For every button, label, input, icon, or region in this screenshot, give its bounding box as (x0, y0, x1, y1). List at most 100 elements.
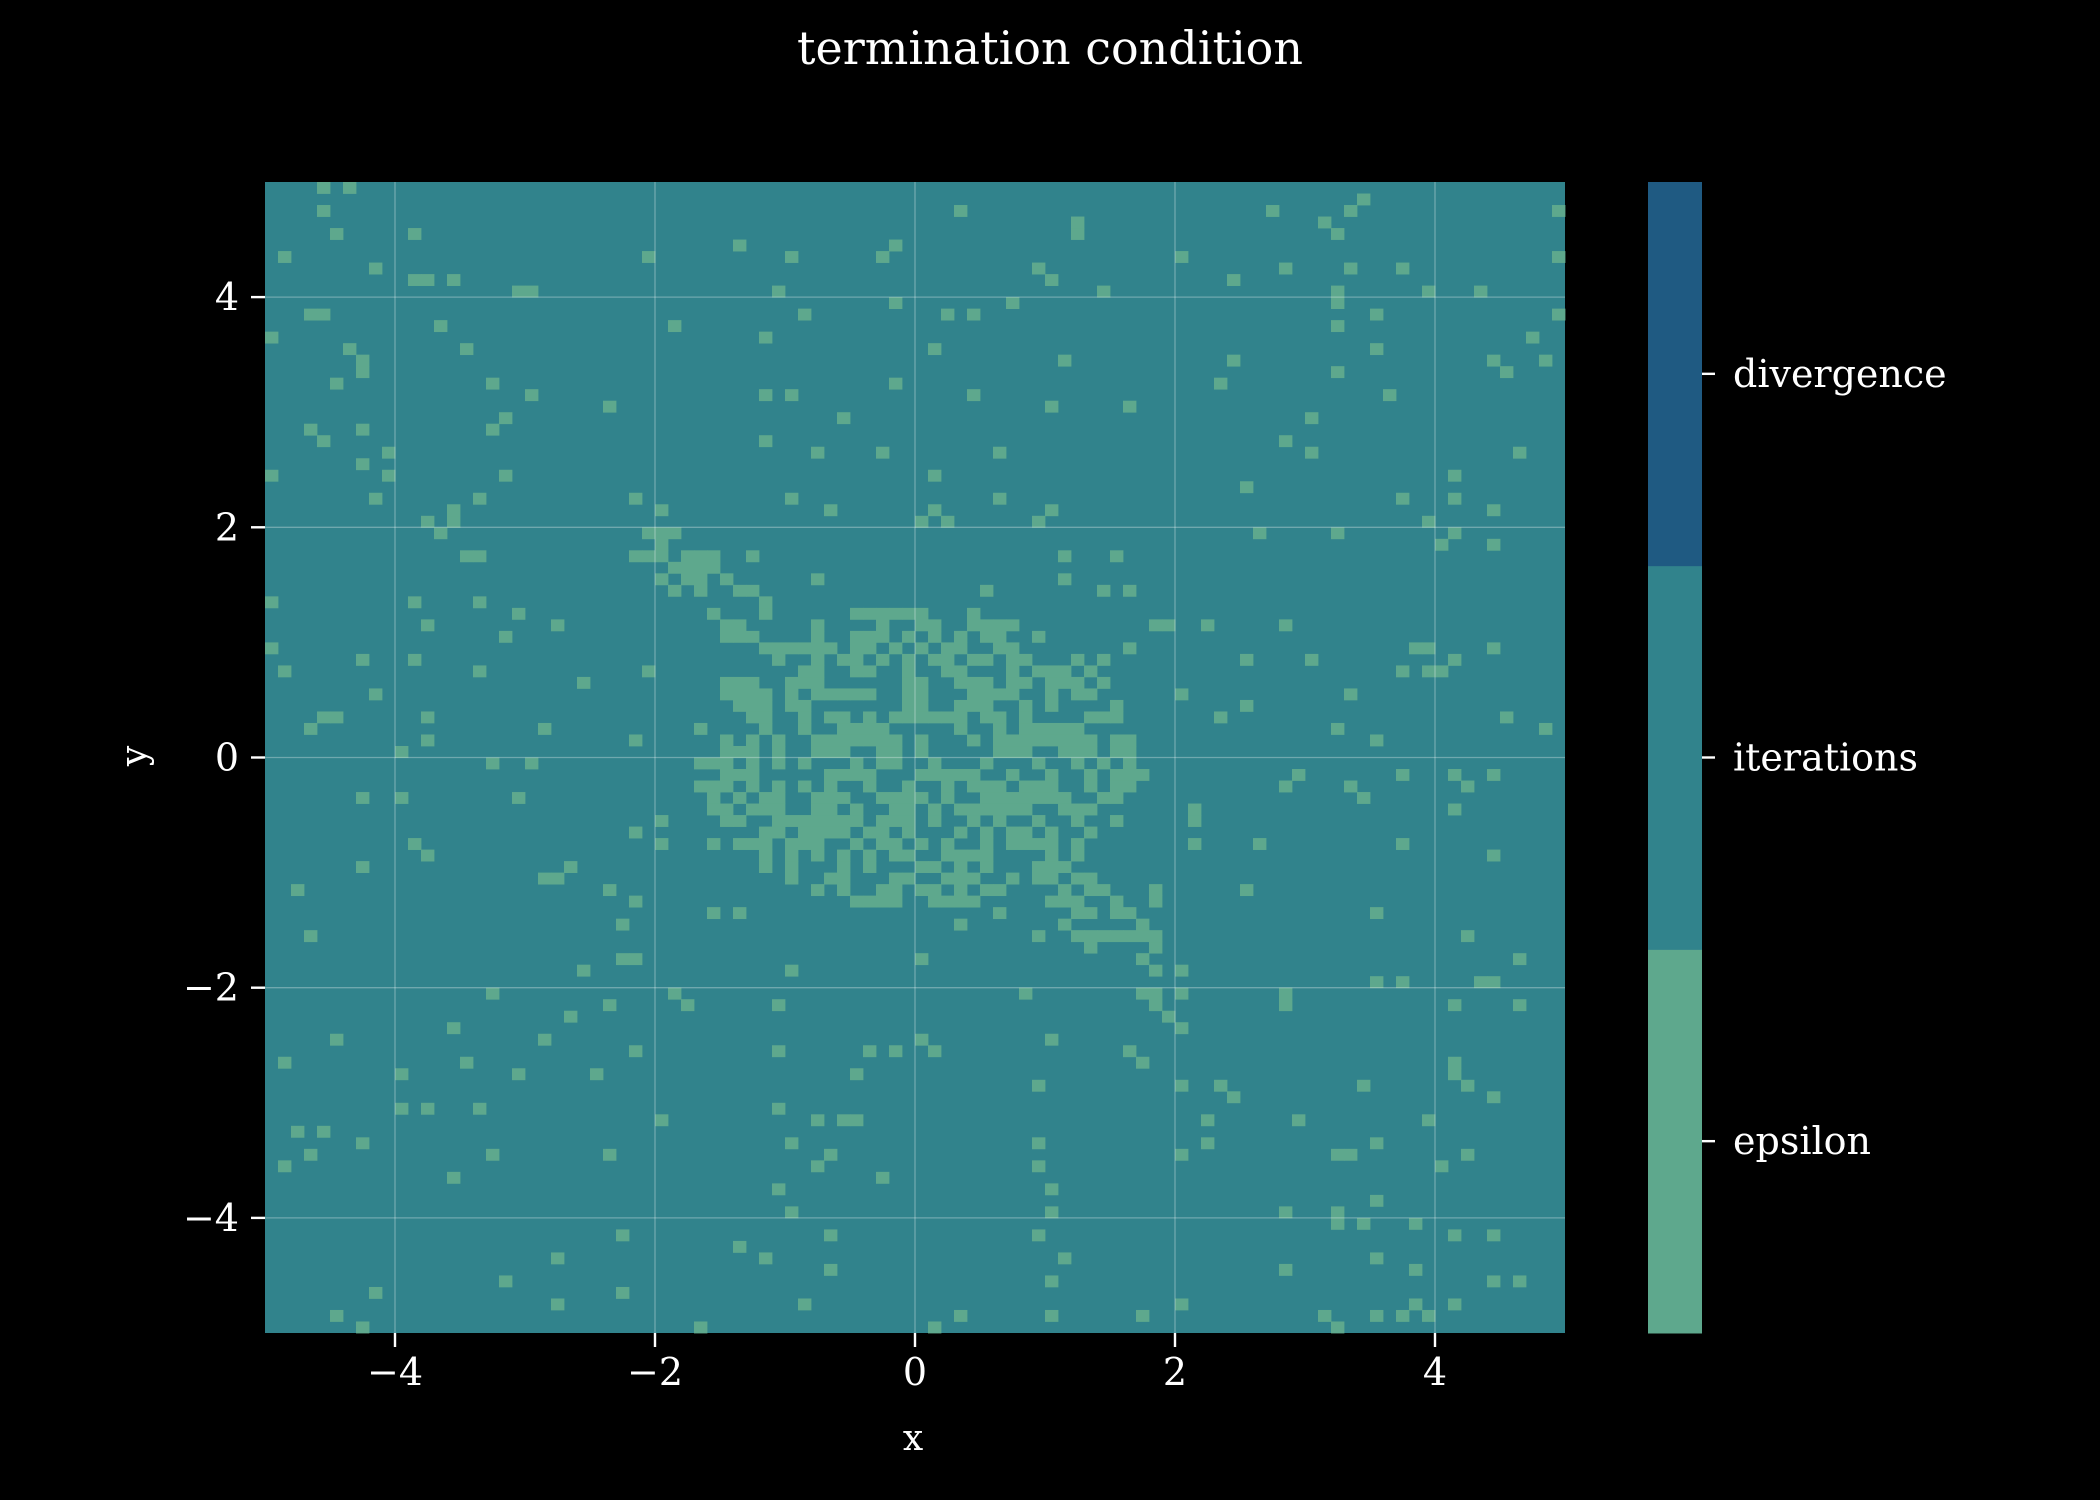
heatmap-cell-epsilon (993, 792, 1007, 804)
heatmap-cell-epsilon (967, 849, 981, 862)
heatmap-cell-epsilon (1032, 1137, 1046, 1150)
heatmap-cell-epsilon (317, 1125, 331, 1138)
heatmap-cell-epsilon (902, 826, 916, 839)
heatmap-cell-epsilon (681, 561, 695, 574)
heatmap-cell-epsilon (1422, 642, 1436, 655)
heatmap-cell-epsilon (772, 653, 786, 666)
heatmap-cell-epsilon (1058, 354, 1072, 367)
heatmap-cell-epsilon (1019, 987, 1033, 1000)
heatmap-cell-epsilon (1487, 976, 1501, 989)
heatmap-cell-epsilon (486, 987, 500, 1000)
heatmap-cell-epsilon (1396, 976, 1410, 989)
heatmap-cell-epsilon (1409, 642, 1423, 655)
heatmap-cell-epsilon (486, 423, 500, 436)
heatmap-cell-epsilon (408, 228, 422, 240)
heatmap-cell-epsilon (850, 815, 864, 827)
heatmap-cell-epsilon (1123, 930, 1137, 943)
heatmap-cell-epsilon (1058, 792, 1072, 804)
colorbar-tick-label: iterations (1733, 736, 1918, 780)
heatmap-cell-epsilon (1487, 849, 1501, 862)
x-tick-label: −4 (367, 1350, 423, 1394)
y-tick-label: 2 (215, 505, 239, 549)
heatmap-cell-epsilon (785, 699, 799, 712)
heatmap-cell-epsilon (603, 999, 617, 1012)
heatmap-cell-epsilon (811, 803, 825, 816)
heatmap-cell-epsilon (1058, 745, 1072, 758)
heatmap-cell-epsilon (369, 492, 383, 505)
heatmap-cell-epsilon (356, 354, 370, 367)
heatmap-cell-epsilon (1331, 722, 1345, 735)
heatmap-cell-epsilon (1188, 815, 1202, 827)
heatmap-cell-epsilon (1188, 803, 1202, 816)
heatmap-cell-epsilon (837, 1114, 851, 1127)
heatmap-cell-epsilon (915, 688, 929, 701)
heatmap-cell-epsilon (746, 630, 760, 643)
heatmap-cell-epsilon (1058, 665, 1072, 678)
heatmap-cell-epsilon (707, 550, 721, 563)
heatmap-cell-epsilon (1526, 331, 1540, 344)
heatmap-cell-epsilon (902, 872, 916, 885)
heatmap-cell-epsilon (798, 699, 812, 712)
heatmap-cell-epsilon (1331, 1321, 1345, 1334)
heatmap-cell-epsilon (824, 734, 838, 747)
heatmap-cell-epsilon (915, 745, 929, 758)
heatmap-cell-epsilon (1058, 884, 1072, 897)
heatmap-cell-epsilon (759, 803, 773, 816)
heatmap-cell-epsilon (1084, 665, 1098, 678)
heatmap-cell-epsilon (954, 849, 968, 862)
heatmap-cell-epsilon (1097, 285, 1111, 298)
heatmap-cell-epsilon (1006, 676, 1020, 689)
heatmap-cell-epsilon (278, 665, 292, 678)
heatmap-cell-epsilon (1357, 193, 1371, 206)
heatmap-cell-epsilon (772, 757, 786, 770)
heatmap-cell-epsilon (655, 573, 669, 586)
heatmap-cell-epsilon (928, 884, 942, 897)
heatmap-cell-epsilon (1214, 1079, 1228, 1092)
heatmap-cell-epsilon (642, 527, 656, 540)
colorbar-segment-iterations (1648, 565, 1702, 950)
heatmap-cell-epsilon (837, 688, 851, 701)
heatmap-cell-epsilon (876, 895, 890, 908)
heatmap-cell-epsilon (876, 251, 890, 263)
heatmap-cell-epsilon (889, 297, 903, 310)
heatmap-cell-epsilon (811, 849, 825, 862)
heatmap-cell-epsilon (590, 1068, 604, 1081)
heatmap-cell-epsilon (1084, 688, 1098, 701)
heatmap-cell-epsilon (954, 895, 968, 908)
heatmap-cell-epsilon (720, 780, 734, 793)
heatmap-cell-epsilon (863, 849, 877, 862)
heatmap-cell-epsilon (811, 1114, 825, 1127)
heatmap-cell-epsilon (811, 665, 825, 678)
heatmap-cell-epsilon (1019, 734, 1033, 747)
heatmap-cell-epsilon (694, 550, 708, 563)
heatmap-cell-epsilon (265, 596, 279, 609)
heatmap-cell-epsilon (616, 1229, 630, 1242)
heatmap-cell-epsilon (850, 688, 864, 701)
heatmap-cell-epsilon (759, 1252, 773, 1265)
heatmap-cell-epsilon (1110, 734, 1124, 747)
heatmap-cell-epsilon (707, 803, 721, 816)
heatmap-cell-epsilon (1071, 895, 1085, 908)
heatmap-cell-epsilon (1448, 769, 1462, 781)
heatmap-cell-epsilon (1279, 619, 1293, 632)
heatmap-cell-epsilon (1006, 872, 1020, 885)
heatmap-cell-epsilon (863, 688, 877, 701)
heatmap-cell-epsilon (577, 964, 591, 977)
heatmap-cell-epsilon (1409, 1298, 1423, 1311)
heatmap-cell-epsilon (681, 999, 695, 1012)
heatmap-cell-epsilon (980, 849, 994, 862)
heatmap-cell-epsilon (1058, 1252, 1072, 1265)
heatmap-cell-epsilon (434, 527, 448, 540)
heatmap-cell-epsilon (1487, 1275, 1501, 1288)
heatmap-cell-epsilon (603, 884, 617, 897)
heatmap-cell-epsilon (1071, 838, 1085, 850)
heatmap-cell-epsilon (1110, 780, 1124, 793)
heatmap-cell-epsilon (967, 815, 981, 827)
heatmap-cell-epsilon (863, 607, 877, 620)
heatmap-cell-epsilon (928, 630, 942, 643)
heatmap-cell-epsilon (863, 642, 877, 655)
heatmap-cell-epsilon (369, 688, 383, 701)
heatmap-cell-epsilon (915, 676, 929, 689)
heatmap-cell-epsilon (395, 1102, 409, 1115)
heatmap-cell-epsilon (1513, 1275, 1527, 1288)
